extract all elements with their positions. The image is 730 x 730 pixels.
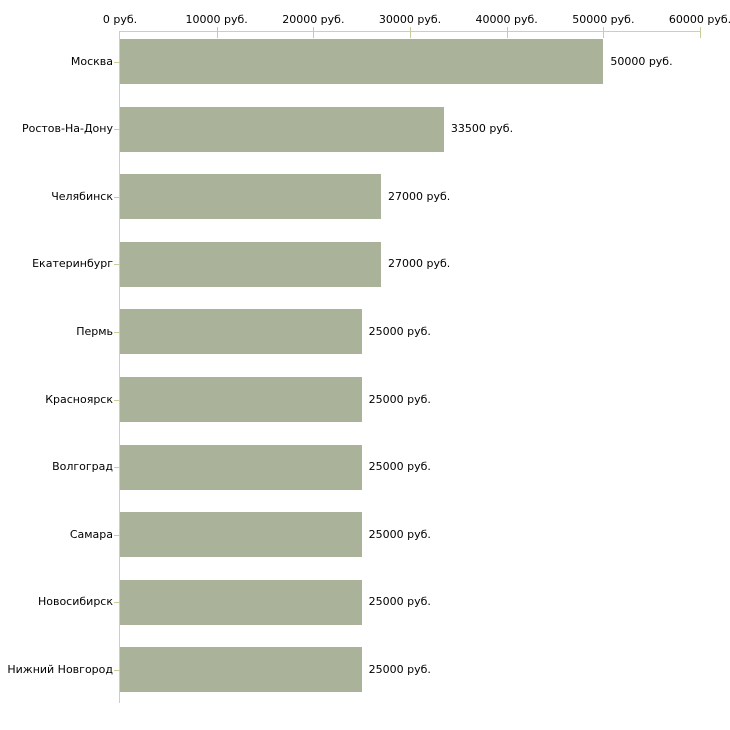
bar [120,377,362,422]
x-tick-mark [700,27,701,38]
x-tick-mark [410,27,411,38]
value-label: 33500 руб. [450,122,514,136]
x-tick-label: 10000 руб. [185,13,248,26]
y-axis-tick [114,129,120,131]
x-tick-label: 0 руб. [102,13,138,26]
value-label: 27000 руб. [388,257,451,271]
x-tick-label: 40000 руб. [475,13,538,26]
category-label: Нижний Новгород [7,662,113,676]
value-label: 25000 руб. [368,527,431,541]
bar [120,512,362,558]
value-label: 25000 руб. [368,392,431,406]
x-tick-mark [506,27,508,38]
bar [120,579,362,625]
bar [120,174,381,220]
bar [120,309,362,355]
category-label: Екатеринбург [32,257,113,271]
x-tick-label: 20000 руб. [282,13,345,26]
category-label: Челябинск [51,189,113,203]
value-label: 25000 руб. [368,324,431,338]
y-axis-tick [114,264,120,266]
x-tick-mark [313,27,315,38]
category-label: Ростов-На-Дону [21,122,113,136]
x-tick-label: 50000 руб. [572,13,635,26]
category-label: Красноярск [45,392,113,406]
value-label: 25000 руб. [368,460,431,474]
category-label: Новосибирск [37,595,113,609]
y-axis-tick [114,196,120,198]
category-label: Москва [70,54,113,68]
x-tick-mark [603,27,605,38]
y-axis-tick [114,602,120,604]
bar [120,444,362,490]
category-label: Пермь [76,324,113,338]
y-axis-tick [114,534,120,536]
y-axis-tick [114,467,120,469]
y-axis-tick [114,669,120,671]
value-label: 25000 руб. [368,662,431,676]
x-tick-mark [216,27,218,38]
x-tick-label: 30000 руб. [378,13,442,26]
x-tick-label: 60000 руб. [668,13,730,26]
category-label: Волгоград [52,460,113,474]
value-label: 50000 руб. [610,54,673,68]
category-label: Самара [69,527,113,541]
bar [120,241,381,287]
y-axis-tick [114,399,120,401]
bar [120,647,362,693]
value-label: 27000 руб. [388,189,451,203]
y-axis-tick [114,331,120,333]
bar [120,106,444,152]
y-axis-tick [114,61,120,63]
bar [120,39,604,84]
y-axis-line [119,31,120,703]
value-label: 25000 руб. [368,595,431,609]
